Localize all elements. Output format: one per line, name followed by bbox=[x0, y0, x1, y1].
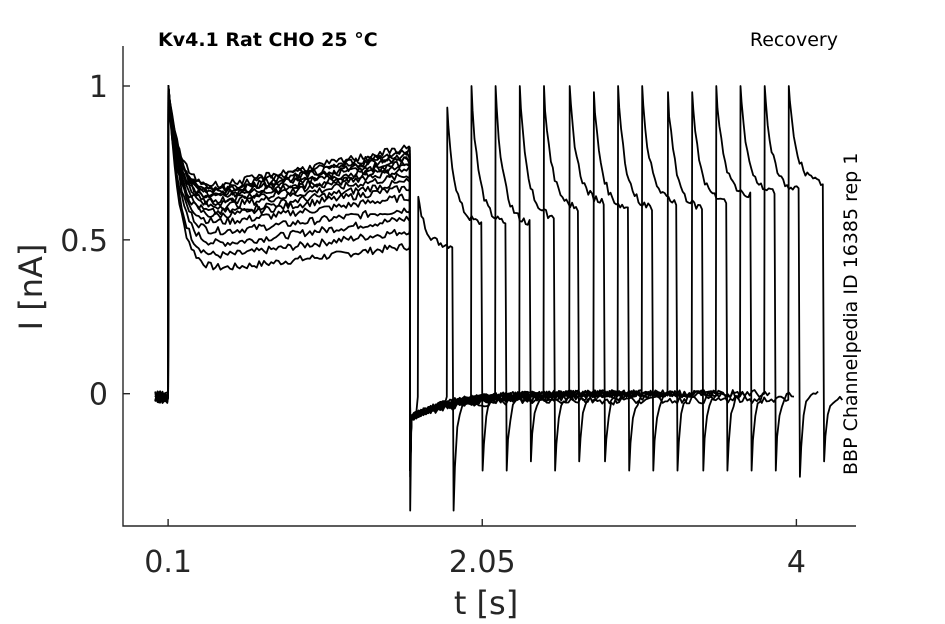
x-tick-label: 0.1 bbox=[144, 545, 192, 580]
y-tick-label: 0 bbox=[89, 378, 108, 413]
trace-sweep-5 bbox=[154, 85, 575, 472]
trace-sweep-3 bbox=[154, 85, 526, 472]
trace-sweep-1 bbox=[154, 85, 473, 512]
trace-sweep-7 bbox=[154, 85, 624, 463]
trace-sweep-16 bbox=[154, 85, 844, 463]
trace-sweep-11 bbox=[154, 85, 723, 472]
x-tick-label: 2.05 bbox=[449, 545, 516, 580]
x-tick-label: 4 bbox=[787, 545, 806, 580]
y-tick-label: 0.5 bbox=[60, 224, 108, 259]
source-id-label: BBP Channelpedia ID 16385 rep 1 bbox=[840, 153, 862, 475]
protocol-label: Recovery bbox=[750, 29, 838, 51]
y-tick-label: 1 bbox=[89, 70, 108, 105]
traces-group bbox=[154, 85, 844, 512]
chart-title: Kv4.1 Rat CHO 25 °C bbox=[158, 29, 378, 51]
trace-sweep-2 bbox=[154, 85, 501, 472]
y-axis-label: I [nA] bbox=[12, 244, 50, 331]
axes-frame bbox=[122, 46, 856, 527]
x-ticks: 0.1 2.05 4 bbox=[144, 519, 806, 580]
y-ticks: 00.51 bbox=[60, 70, 130, 413]
x-axis-label: t [s] bbox=[454, 584, 518, 622]
